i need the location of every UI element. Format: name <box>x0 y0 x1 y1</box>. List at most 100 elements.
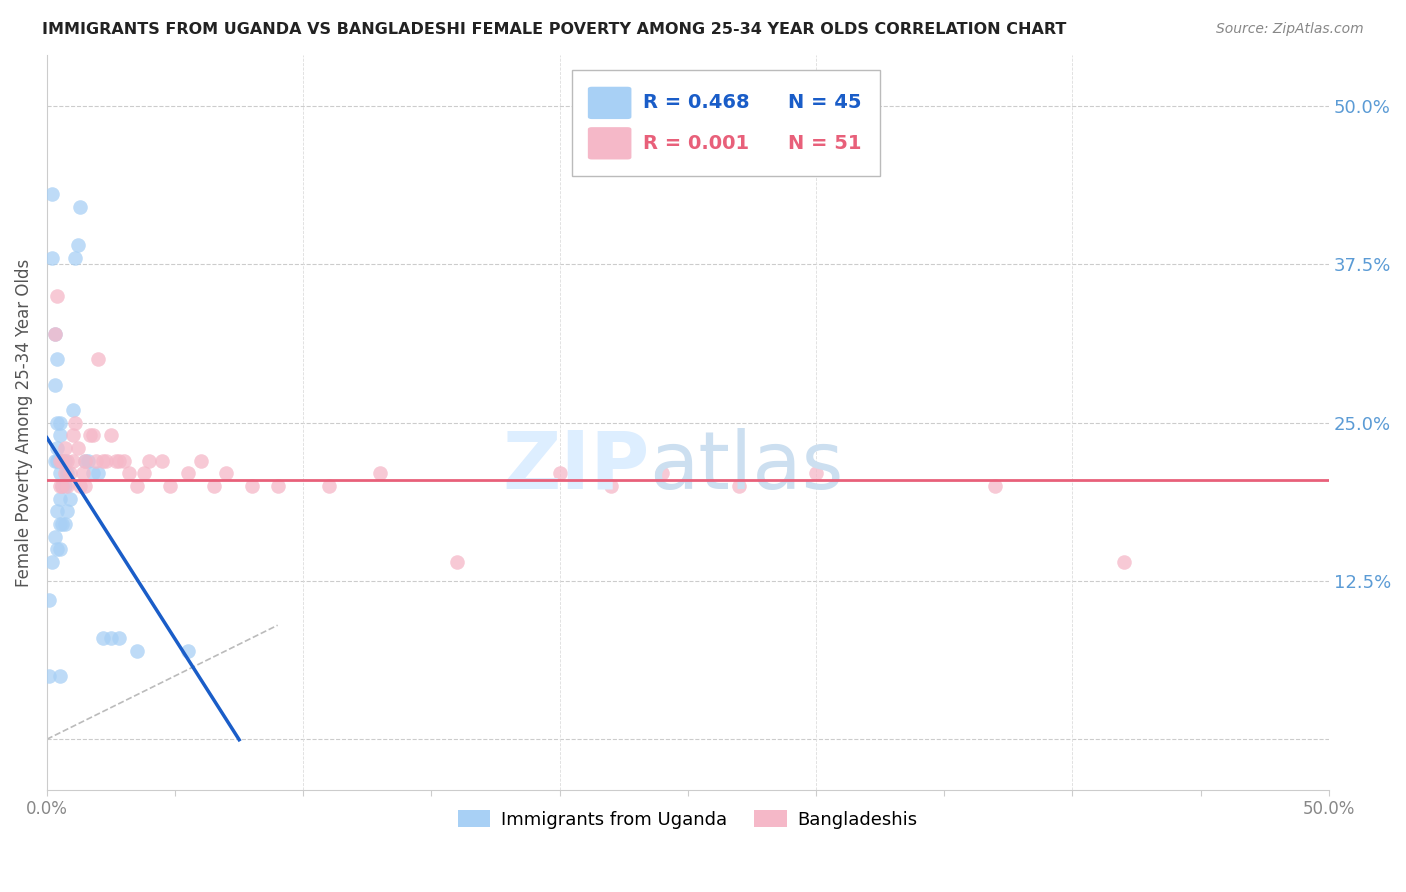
FancyBboxPatch shape <box>572 70 880 177</box>
Text: ZIP: ZIP <box>502 427 650 506</box>
Point <box>48 479 70 493</box>
Text: R = 0.001: R = 0.001 <box>643 134 749 153</box>
Point <box>51 516 73 531</box>
Point <box>48 416 70 430</box>
Point <box>82 428 104 442</box>
Point <box>48 453 70 467</box>
Point <box>66 441 89 455</box>
Text: Source: ZipAtlas.com: Source: ZipAtlas.com <box>1216 22 1364 37</box>
Point <box>56 466 79 480</box>
FancyBboxPatch shape <box>588 128 631 160</box>
Point <box>41 251 63 265</box>
Point <box>84 453 107 467</box>
Point <box>66 238 89 252</box>
Point <box>107 453 129 467</box>
Point <box>53 516 76 531</box>
Point <box>44 326 66 341</box>
Point <box>984 479 1007 493</box>
Point <box>59 466 82 480</box>
Point <box>53 453 76 467</box>
Point <box>87 352 110 367</box>
Y-axis label: Female Poverty Among 25-34 Year Olds: Female Poverty Among 25-34 Year Olds <box>15 259 32 587</box>
Point <box>138 453 160 467</box>
Point <box>72 466 94 480</box>
Point <box>63 251 86 265</box>
Text: R = 0.468: R = 0.468 <box>643 94 749 112</box>
Point <box>107 631 129 645</box>
Point <box>48 428 70 442</box>
Point <box>56 453 79 467</box>
Point <box>75 453 97 467</box>
Point <box>118 466 141 480</box>
Point <box>46 289 69 303</box>
Point <box>82 466 104 480</box>
Point <box>125 479 148 493</box>
Point <box>177 643 200 657</box>
Point <box>75 453 97 467</box>
Point <box>53 479 76 493</box>
Point <box>46 416 69 430</box>
Point <box>48 542 70 557</box>
Point <box>177 466 200 480</box>
Point <box>46 352 69 367</box>
Point <box>190 453 212 467</box>
Point <box>100 428 122 442</box>
Point <box>266 479 288 493</box>
Text: N = 51: N = 51 <box>787 134 862 153</box>
Point <box>53 441 76 455</box>
Point <box>87 466 110 480</box>
Point <box>53 466 76 480</box>
Point <box>56 504 79 518</box>
Point <box>600 479 623 493</box>
Point <box>38 669 60 683</box>
Point <box>804 466 827 480</box>
Legend: Immigrants from Uganda, Bangladeshis: Immigrants from Uganda, Bangladeshis <box>450 803 925 836</box>
Point <box>318 479 340 493</box>
Point <box>105 453 128 467</box>
Point <box>79 428 101 442</box>
Point <box>62 402 84 417</box>
Point <box>48 466 70 480</box>
Point <box>48 491 70 506</box>
Point <box>202 479 225 493</box>
Point <box>69 200 91 214</box>
Point <box>368 466 391 480</box>
Text: atlas: atlas <box>650 427 844 506</box>
Point <box>75 479 97 493</box>
Point <box>125 643 148 657</box>
Point <box>51 453 73 467</box>
Point <box>548 466 571 480</box>
Point <box>1112 555 1135 569</box>
Point <box>91 453 114 467</box>
Point <box>46 441 69 455</box>
Point <box>91 631 114 645</box>
Point <box>51 479 73 493</box>
Point <box>44 453 66 467</box>
Point <box>48 453 70 467</box>
Point <box>46 453 69 467</box>
Point <box>44 530 66 544</box>
Point <box>48 516 70 531</box>
Point <box>63 416 86 430</box>
Point <box>446 555 468 569</box>
Text: N = 45: N = 45 <box>787 94 862 112</box>
Point <box>56 479 79 493</box>
Point <box>134 466 156 480</box>
Point <box>240 479 263 493</box>
Point <box>215 466 238 480</box>
Point <box>62 453 84 467</box>
Text: IMMIGRANTS FROM UGANDA VS BANGLADESHI FEMALE POVERTY AMONG 25-34 YEAR OLDS CORRE: IMMIGRANTS FROM UGANDA VS BANGLADESHI FE… <box>42 22 1067 37</box>
Point <box>59 491 82 506</box>
Point <box>38 593 60 607</box>
Point <box>41 555 63 569</box>
Point <box>651 466 673 480</box>
Point <box>41 187 63 202</box>
Point <box>100 631 122 645</box>
Point <box>51 479 73 493</box>
Point <box>44 377 66 392</box>
Point <box>51 453 73 467</box>
Point <box>46 504 69 518</box>
Point <box>69 479 91 493</box>
Point <box>94 453 117 467</box>
Point <box>112 453 135 467</box>
